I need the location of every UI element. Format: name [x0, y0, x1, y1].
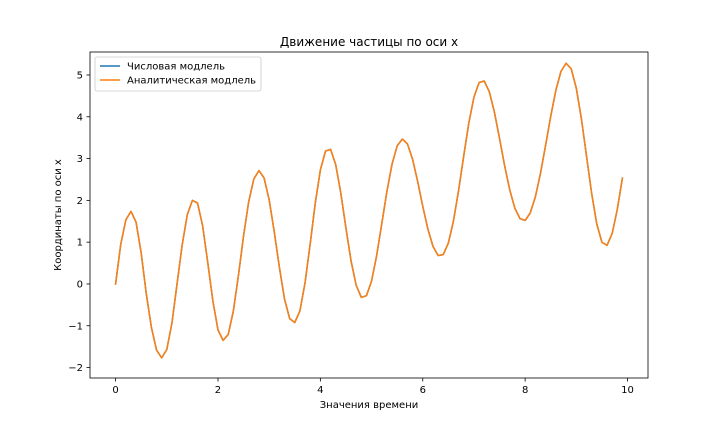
legend-box: [94, 56, 262, 92]
x-tick-label: 2: [215, 385, 221, 396]
legend-label-analytic: Аналитическая модлель: [127, 76, 256, 87]
y-tick-label: 1: [77, 238, 83, 249]
y-axis-label: Координаты по оси x: [53, 159, 64, 271]
series-line-0: [114, 62, 624, 359]
y-tick-label: 0: [77, 279, 83, 290]
x-axis-ticks: 0 2 4 6 8 10: [112, 378, 634, 396]
x-tick-label: 10: [621, 385, 634, 396]
x-tick-label: 4: [317, 385, 323, 396]
x-tick-label: 8: [522, 385, 528, 396]
chart-title: Движение частицы по оси x: [280, 35, 458, 49]
plot-frame: [89, 51, 649, 379]
y-tick-label: 2: [77, 196, 83, 207]
y-tick-label: 5: [77, 70, 83, 81]
y-tick-label: −1: [68, 321, 83, 332]
y-tick-label: 4: [77, 112, 83, 123]
legend: Числовая модлель Аналитическая модлель: [94, 56, 262, 92]
y-tick-label: 3: [77, 154, 83, 165]
series-line-1: [114, 62, 624, 359]
x-axis-label: Значения времени: [320, 400, 419, 411]
y-tick-label: −2: [68, 363, 83, 374]
x-tick-label: 0: [112, 385, 118, 396]
legend-label-numeric: Числовая модлель: [127, 62, 225, 73]
y-axis-ticks: −2 −1 0 1 2 3 4 5: [68, 70, 90, 374]
series-layer: [114, 62, 624, 359]
x-tick-label: 6: [420, 385, 426, 396]
